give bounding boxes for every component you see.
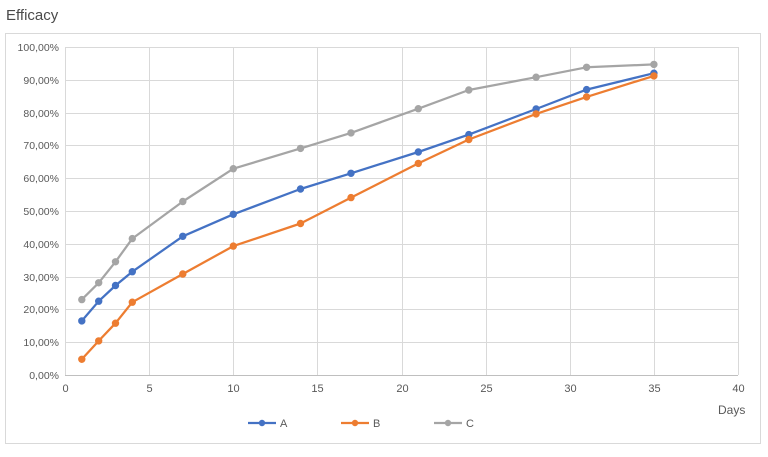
data-point xyxy=(128,234,137,243)
y-axis-label: Efficacy xyxy=(6,7,59,24)
x-tick-labels: 0 5 10 15 20 25 30 35 40 xyxy=(62,383,744,395)
data-point xyxy=(532,110,540,118)
y-tick-label: 40,00% xyxy=(23,239,59,251)
x-tick-label: 10 xyxy=(227,383,239,395)
y-tick-label: 10,00% xyxy=(23,337,59,349)
data-point xyxy=(111,319,120,327)
data-point xyxy=(128,298,137,306)
data-point xyxy=(582,63,591,72)
data-point xyxy=(179,232,187,241)
data-point xyxy=(128,268,137,276)
data-point xyxy=(532,73,540,81)
x-tick-label: 25 xyxy=(480,383,492,395)
data-point xyxy=(414,159,422,168)
data-point xyxy=(179,197,187,206)
data-point xyxy=(414,148,422,156)
legend-item-C: C xyxy=(434,418,474,430)
y-tick-label: 70,00% xyxy=(23,140,59,152)
data-point xyxy=(95,279,103,287)
y-tick-label: 60,00% xyxy=(23,173,59,185)
data-point xyxy=(179,270,187,278)
data-point xyxy=(78,355,86,363)
series-lines xyxy=(78,60,658,363)
y-tick-label: 30,00% xyxy=(23,272,59,284)
data-point xyxy=(229,210,238,219)
series-C xyxy=(78,60,658,304)
data-point xyxy=(78,295,86,304)
data-point xyxy=(229,165,238,173)
data-point xyxy=(296,185,305,193)
legend-marker xyxy=(351,419,359,427)
y-tick-label: 100,00% xyxy=(18,42,59,54)
data-point xyxy=(465,86,473,94)
data-point xyxy=(95,337,103,345)
data-point xyxy=(347,129,355,137)
y-tick-label: 80,00% xyxy=(23,108,59,120)
x-tick-label: 35 xyxy=(648,383,660,395)
x-tick-label: 0 xyxy=(62,383,68,395)
x-tick-label: 20 xyxy=(396,383,408,395)
data-point xyxy=(78,317,86,325)
x-tick-label: 5 xyxy=(146,383,152,395)
y-tick-labels: 0,00% 10,00% 20,00% 30,00% 40,00% 50,00% 60,00… xyxy=(18,42,59,382)
data-point xyxy=(111,281,120,290)
data-point xyxy=(296,219,305,228)
x-tick-label: 40 xyxy=(732,383,744,395)
data-point xyxy=(296,144,305,153)
x-axis-label: Days xyxy=(718,403,745,417)
data-point xyxy=(650,72,658,80)
y-tick-label: 20,00% xyxy=(23,304,59,316)
data-point xyxy=(95,297,103,305)
legend-label: A xyxy=(280,418,288,430)
legend-item-A: A xyxy=(248,418,288,430)
x-tick-label: 15 xyxy=(311,383,323,395)
legend-marker xyxy=(258,419,266,427)
data-point xyxy=(347,169,355,178)
legend: A B C xyxy=(248,418,474,430)
chart-frame xyxy=(5,33,761,444)
legend-label: B xyxy=(373,418,380,430)
series-B xyxy=(78,72,658,363)
legend-marker xyxy=(444,419,452,427)
data-point xyxy=(347,193,355,202)
data-point xyxy=(465,135,473,144)
legend-label: C xyxy=(466,418,474,430)
x-tick-label: 30 xyxy=(564,383,576,395)
data-point xyxy=(582,85,591,94)
data-point xyxy=(650,60,658,69)
data-point xyxy=(582,93,591,101)
data-point xyxy=(111,258,120,266)
y-tick-label: 50,00% xyxy=(23,206,59,218)
data-point xyxy=(229,242,238,250)
y-tick-label: 0,00% xyxy=(29,370,59,382)
legend-item-B: B xyxy=(341,418,380,430)
y-tick-label: 90,00% xyxy=(23,75,59,87)
data-point xyxy=(414,105,422,113)
